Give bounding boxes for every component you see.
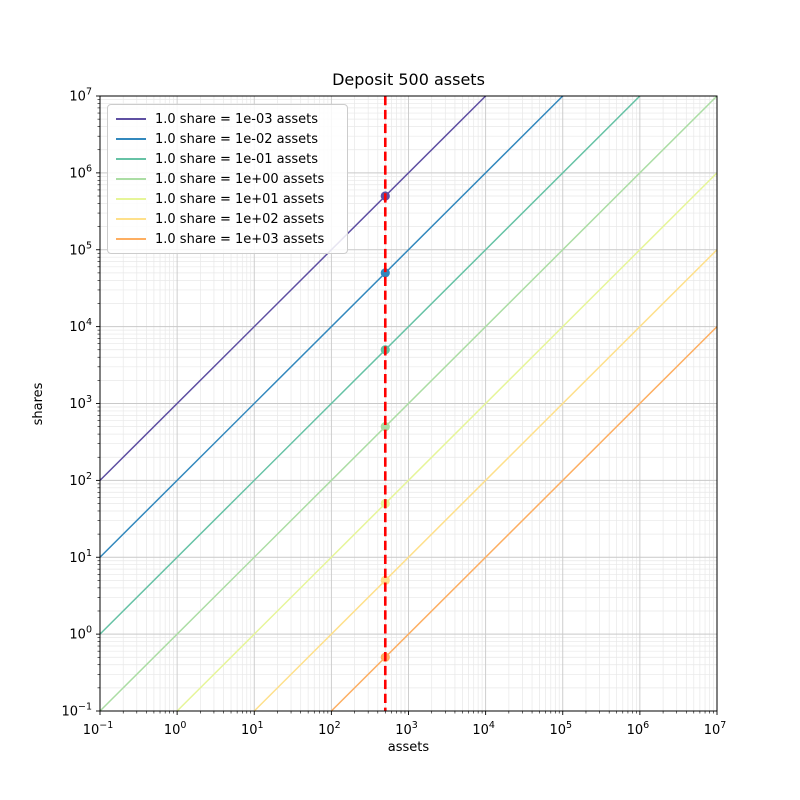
deposit-marker-3 xyxy=(380,422,390,432)
x-tick-label: 103 xyxy=(395,720,418,738)
legend-entry-label: 1.0 share = 1e+03 assets xyxy=(155,231,325,247)
y-tick-label: 104 xyxy=(69,317,92,335)
legend-entry: 1.0 share = 1e+02 assets xyxy=(108,209,347,229)
x-tick-label: 104 xyxy=(472,720,495,738)
series-line-3 xyxy=(99,95,718,712)
legend-entry: 1.0 share = 1e+01 assets xyxy=(108,189,347,209)
y-tick-label: 103 xyxy=(69,394,92,412)
y-tick-label: 105 xyxy=(69,240,92,258)
chart-title: Deposit 500 assets xyxy=(332,70,485,89)
legend-entry-label: 1.0 share = 1e-01 assets xyxy=(155,151,319,167)
x-tick-label: 100 xyxy=(164,720,187,738)
series-line-0 xyxy=(99,95,487,481)
legend-entry-label: 1.0 share = 1e-02 assets xyxy=(155,131,319,147)
y-axis-label: shares xyxy=(31,382,46,426)
series-line-2 xyxy=(99,95,641,635)
legend-entry-label: 1.0 share = 1e+00 assets xyxy=(155,171,325,187)
legend-entry-label: 1.0 share = 1e-03 assets xyxy=(155,111,319,127)
y-tick-label: 106 xyxy=(69,163,92,181)
deposit-marker-1 xyxy=(380,268,390,278)
x-tick-label: 107 xyxy=(704,720,727,738)
legend-entry: 1.0 share = 1e+00 assets xyxy=(108,169,347,189)
y-tick-label: 10−1 xyxy=(61,702,92,720)
legend: 1.0 share = 1e-03 assets 1.0 share = 1e-0… xyxy=(107,104,348,254)
y-tick-label: 100 xyxy=(69,625,92,643)
legend-line-swatch xyxy=(116,238,146,240)
series-line-1 xyxy=(99,95,564,558)
legend-line-swatch xyxy=(116,158,146,160)
y-tick-label: 101 xyxy=(69,548,92,566)
legend-line-swatch xyxy=(116,198,146,200)
legend-entry: 1.0 share = 1e-02 assets xyxy=(108,129,347,149)
series-line-5 xyxy=(253,249,718,712)
x-tick-label: 105 xyxy=(549,720,572,738)
y-tick-label: 107 xyxy=(69,87,92,105)
series-line-4 xyxy=(176,172,718,712)
x-tick-label: 10−1 xyxy=(83,720,114,738)
x-tick-label: 101 xyxy=(241,720,264,738)
series-line-6 xyxy=(330,326,718,712)
legend-entry: 1.0 share = 1e-03 assets xyxy=(108,109,347,129)
legend-line-swatch xyxy=(116,178,146,180)
legend-entry: 1.0 share = 1e+03 assets xyxy=(108,229,347,249)
x-tick-label: 102 xyxy=(318,720,341,738)
y-tick-label: 102 xyxy=(69,471,92,489)
deposit-marker-5 xyxy=(380,575,390,585)
legend-entry: 1.0 share = 1e-01 assets xyxy=(108,149,347,169)
legend-entry-label: 1.0 share = 1e+01 assets xyxy=(155,191,325,207)
x-axis-label: assets xyxy=(387,740,430,755)
legend-line-swatch xyxy=(116,118,146,120)
legend-line-swatch xyxy=(116,138,146,140)
legend-entry-label: 1.0 share = 1e+02 assets xyxy=(155,211,325,227)
x-tick-label: 106 xyxy=(627,720,650,738)
legend-line-swatch xyxy=(116,218,146,220)
